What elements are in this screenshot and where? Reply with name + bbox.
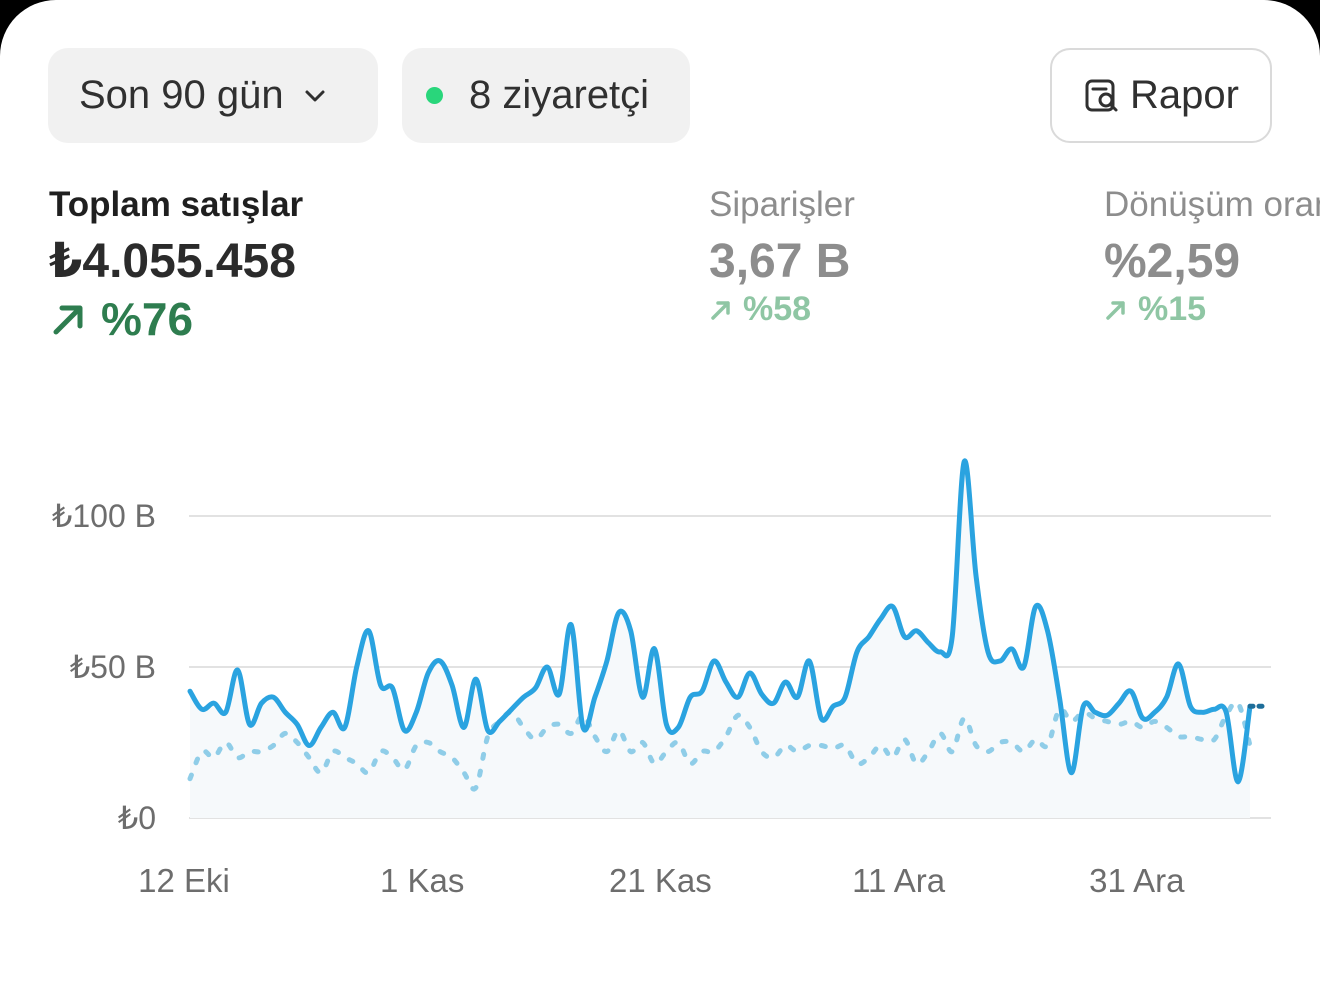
metric-label: Dönüşüm oranı	[1104, 185, 1320, 224]
metric-value: ₺4.055.458	[49, 235, 296, 288]
chevron-down-icon	[302, 83, 328, 109]
metric-delta-value: %15	[1138, 290, 1207, 328]
date-range-label: Son 90 gün	[79, 73, 284, 117]
metric-delta: %58	[709, 290, 855, 329]
metric-delta: %15	[1104, 290, 1320, 329]
metric-label: Siparişler	[709, 185, 855, 224]
date-range-dropdown[interactable]: Son 90 gün	[48, 48, 378, 143]
arrow-up-right-icon	[711, 300, 730, 320]
sales-series-line	[187, 458, 1253, 785]
metric-value: 3,67 B	[709, 235, 851, 288]
arrow-up-right-icon	[53, 305, 83, 335]
y-tick-label: ₺100 B	[52, 498, 156, 534]
report-button[interactable]: Rapor	[1050, 48, 1272, 143]
report-label: Rapor	[1130, 73, 1239, 117]
metric-label: Toplam satışlar	[49, 185, 304, 224]
metric-conversion-rate[interactable]: Dönüşüm oranı %2,59 %15	[1104, 184, 1320, 329]
live-visitors-button[interactable]: 8 ziyaretçi	[402, 48, 690, 143]
metric-delta: %76	[49, 292, 303, 346]
arrow-up-right-icon	[1106, 300, 1125, 320]
y-tick-label: ₺50 B	[70, 649, 156, 685]
metric-value: %2,59	[1104, 235, 1241, 288]
visitors-label: 8 ziyaretçi	[469, 73, 650, 117]
report-search-icon	[1084, 78, 1120, 114]
y-tick-label: ₺0	[118, 800, 156, 836]
x-tick-label: 1 Kas	[380, 862, 464, 899]
sales-area-fill	[190, 460, 1250, 818]
x-tick-label: 21 Kas	[609, 862, 712, 899]
sales-line-chart: ₺0 ₺50 B ₺100 B 12 Eki 1 Kas 21 Kas 11 Ara 31 A…	[52, 458, 1271, 899]
comparison-series-line	[187, 699, 1253, 792]
live-status-dot	[426, 87, 443, 104]
x-tick-label: 12 Eki	[138, 862, 230, 899]
metric-total-sales[interactable]: Toplam satışlar ₺4.055.458 %76	[49, 184, 303, 346]
x-tick-label: 11 Ara	[852, 862, 946, 899]
metric-delta-value: %76	[101, 293, 194, 345]
x-tick-label: 31 Ara	[1089, 862, 1185, 899]
metric-orders[interactable]: Siparişler 3,67 B %58	[709, 184, 855, 329]
metric-delta-value: %58	[743, 290, 812, 328]
